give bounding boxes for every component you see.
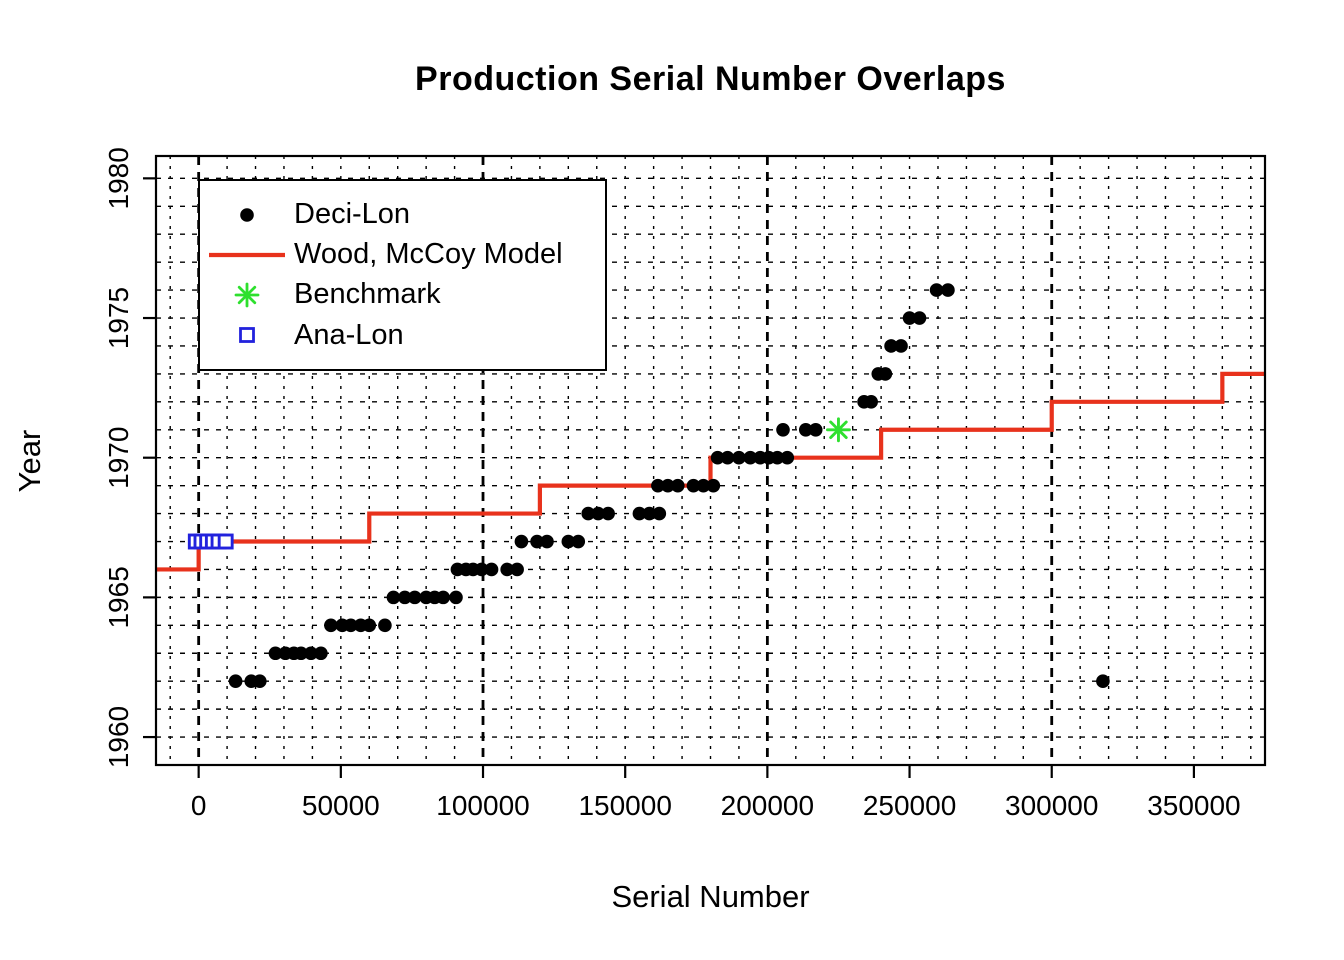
deci-lon-point (484, 562, 499, 577)
x-tick-label: 200000 (721, 790, 814, 821)
x-tick-label: 0 (191, 790, 207, 821)
x-tick-label: 50000 (302, 790, 380, 821)
deci-lon-point (670, 478, 685, 493)
deci-lon-point (732, 450, 746, 465)
model-step-line (156, 371, 1265, 572)
deci-lon-point (929, 283, 944, 297)
deci-lon-point (228, 674, 243, 688)
deci-lon-point (398, 590, 412, 605)
deci-lon-point (540, 534, 554, 549)
y-tick-label: 1965 (103, 566, 134, 628)
x-tick-label: 300000 (1005, 790, 1098, 821)
deci-lon-point (362, 618, 377, 633)
deci-lon-point (436, 590, 451, 605)
legend-item-deci-lon: Deci-Lon (200, 200, 605, 230)
open-square-icon (200, 320, 294, 350)
deci-lon-point (808, 422, 823, 437)
legend-item-benchmark: Benchmark (200, 280, 605, 310)
deci-lon-point (912, 311, 927, 325)
deci-lon-point (407, 590, 422, 605)
deci-lon-point (378, 618, 392, 633)
deci-lon-point (449, 590, 463, 605)
deci-lon-point (710, 450, 725, 465)
deci-lon-point (314, 646, 328, 661)
deci-lon-point (720, 450, 735, 465)
chart-title: Production Serial Number Overlaps (415, 60, 1006, 98)
deci-lon-point (780, 450, 795, 465)
asterisk-icon (200, 280, 294, 310)
deci-lon-point (343, 618, 358, 633)
x-tick-label: 250000 (863, 790, 956, 821)
legend-label: Wood, McCoy Model (294, 238, 563, 271)
deci-lon-point (632, 506, 647, 521)
deci-lon-point (294, 646, 308, 661)
deci-lon-point (696, 478, 711, 493)
filled-circle-icon (200, 200, 294, 230)
deci-lon-point (514, 534, 529, 549)
legend-label: Deci-Lon (294, 198, 411, 231)
legend-label: Ana-Lon (294, 318, 404, 351)
y-axis-label: Year (12, 429, 47, 493)
deci-lon-point (642, 506, 657, 521)
deci-lon-point (652, 506, 667, 521)
y-tick-label: 1970 (103, 427, 134, 489)
deci-lon-point (304, 646, 318, 661)
deci-lon-point (268, 646, 283, 661)
deci-lon-point (770, 450, 785, 465)
plot-box (154, 154, 1267, 767)
deci-lon-point (902, 311, 917, 325)
y-tick-label: 1960 (103, 706, 134, 768)
deci-lon-point (941, 283, 955, 297)
deci-lon-point (601, 506, 615, 521)
ana-lon-marker (217, 533, 234, 550)
deci-lon-point (661, 478, 675, 493)
legend-label: Benchmark (294, 278, 441, 311)
legend-item-model: Wood, McCoy Model (200, 240, 605, 269)
y-tick-label: 1980 (103, 147, 134, 209)
x-axis-label: Serial Number (611, 879, 810, 914)
legend-box: Deci-Lon Wood, McCoy Model (198, 179, 607, 371)
deci-lon-point (252, 674, 267, 688)
legend-item-ana-lon: Ana-Lon (200, 320, 605, 350)
deci-lon-point (386, 590, 401, 605)
deci-lon-point (571, 534, 586, 549)
deci-lon-point (581, 506, 596, 521)
deci-lon-point (776, 422, 790, 437)
deci-lon-point (651, 478, 665, 493)
deci-lon-point (474, 562, 489, 577)
x-tick-label: 100000 (436, 790, 529, 821)
y-tick-label: 1975 (103, 287, 134, 349)
deci-lon-point (510, 562, 524, 577)
deci-lon-point (500, 562, 514, 577)
deci-lon-point (706, 478, 721, 493)
x-tick-label: 350000 (1147, 790, 1240, 821)
deci-lon-point (894, 339, 908, 353)
x-tick-label: 150000 (578, 790, 671, 821)
deci-lon-point (591, 506, 605, 521)
deci-lon-point (1096, 674, 1110, 688)
deci-lon-point (884, 339, 898, 353)
deci-lon-point (561, 534, 576, 549)
line-sample-icon (200, 250, 294, 260)
deci-lon-point (530, 534, 544, 549)
deci-lon-point (864, 395, 878, 409)
benchmark-marker (829, 420, 848, 439)
deci-lon-point (878, 367, 893, 381)
deci-lon-point (743, 450, 758, 465)
deci-lon-point (324, 618, 338, 633)
deci-lon-point (686, 478, 701, 493)
deci-lon-point (798, 422, 813, 437)
